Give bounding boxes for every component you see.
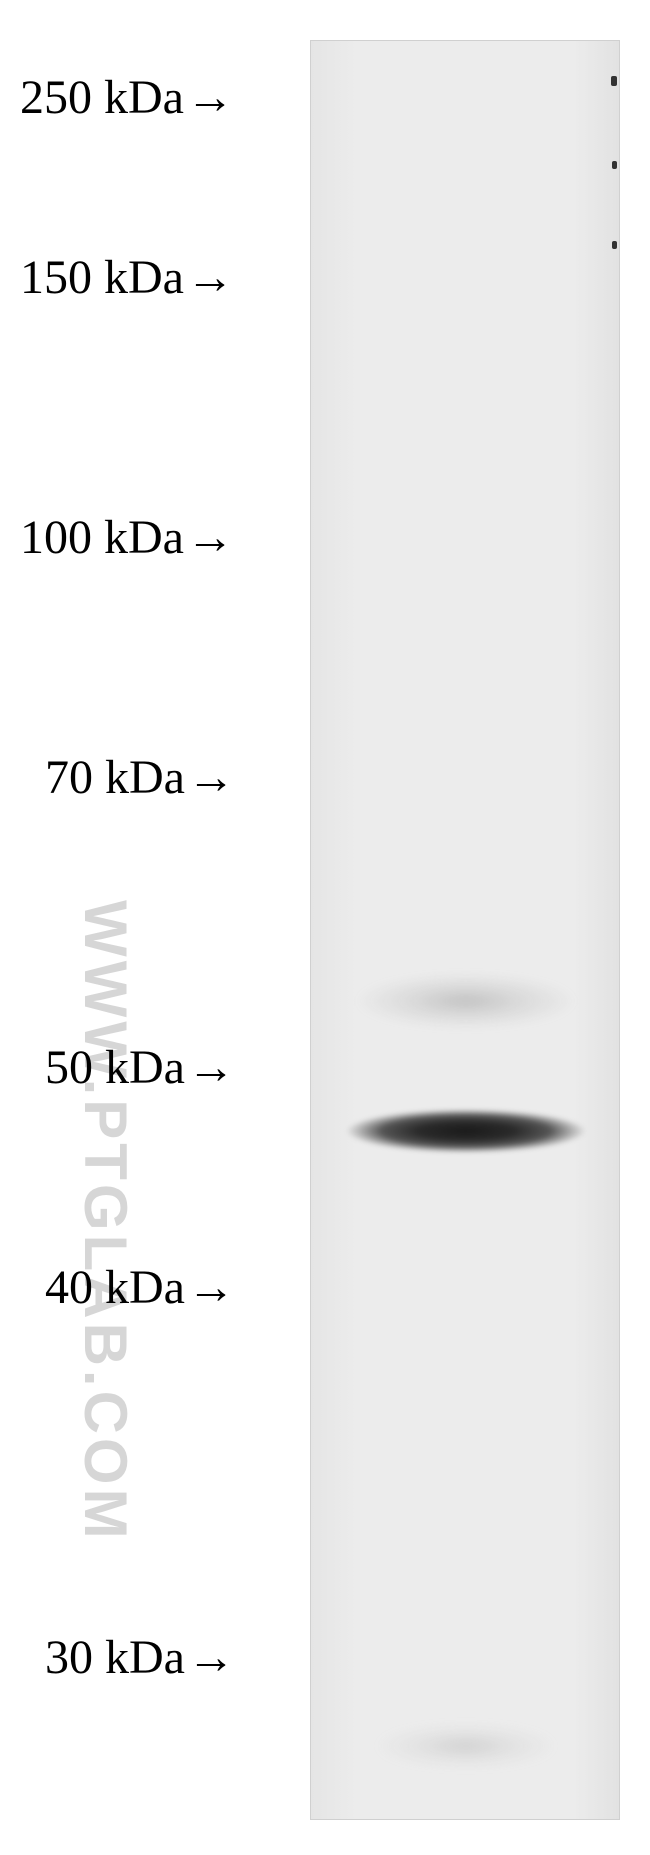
marker-text: 30 kDa	[45, 1630, 185, 1685]
arrow-icon: →	[186, 510, 234, 565]
band-faint-lower	[371, 1721, 561, 1771]
marker-label: 250 kDa→	[20, 70, 234, 125]
marker-label: 150 kDa→	[20, 250, 234, 305]
edge-artifact	[612, 241, 617, 249]
blot-figure: WWW.PTGLAB.COM 250 kDa→ 150 kDa→ 100 kDa…	[0, 0, 650, 1855]
marker-label: 40 kDa→	[45, 1260, 235, 1315]
blot-lane	[310, 40, 620, 1820]
marker-text: 70 kDa	[45, 750, 185, 805]
marker-label: 70 kDa→	[45, 750, 235, 805]
marker-text: 40 kDa	[45, 1260, 185, 1315]
arrow-icon: →	[186, 250, 234, 305]
marker-text: 100 kDa	[20, 510, 184, 565]
marker-text: 50 kDa	[45, 1040, 185, 1095]
marker-label: 30 kDa→	[45, 1630, 235, 1685]
arrow-icon: →	[187, 1630, 235, 1685]
arrow-icon: →	[187, 750, 235, 805]
edge-artifact	[612, 161, 617, 169]
marker-text: 250 kDa	[20, 70, 184, 125]
marker-label: 50 kDa→	[45, 1040, 235, 1095]
arrow-icon: →	[187, 1040, 235, 1095]
marker-text: 150 kDa	[20, 250, 184, 305]
marker-label: 100 kDa→	[20, 510, 234, 565]
arrow-icon: →	[187, 1260, 235, 1315]
band-faint-upper	[351, 971, 581, 1031]
edge-artifact	[611, 76, 617, 86]
marker-labels-column: 250 kDa→ 150 kDa→ 100 kDa→ 70 kDa→ 50 kD…	[0, 0, 300, 1855]
band-main	[341, 1106, 591, 1156]
arrow-icon: →	[186, 70, 234, 125]
